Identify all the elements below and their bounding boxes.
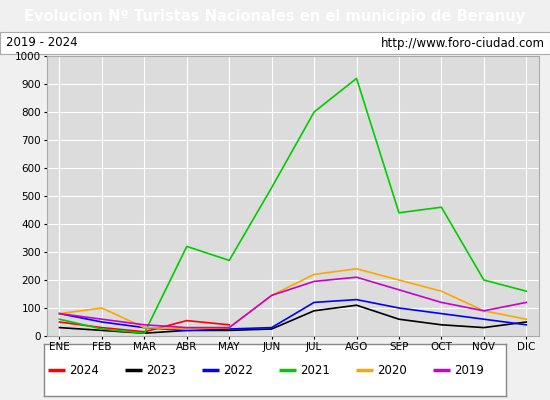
Text: Evolucion Nº Turistas Nacionales en el municipio de Beranuy: Evolucion Nº Turistas Nacionales en el m…	[24, 8, 526, 24]
Text: 2022: 2022	[223, 364, 254, 376]
Text: 2023: 2023	[146, 364, 176, 376]
Text: 2019: 2019	[454, 364, 485, 376]
Text: 2021: 2021	[300, 364, 331, 376]
Text: 2020: 2020	[377, 364, 407, 376]
Text: 2019 - 2024: 2019 - 2024	[6, 36, 77, 50]
Text: http://www.foro-ciudad.com: http://www.foro-ciudad.com	[381, 36, 544, 50]
Text: 2024: 2024	[69, 364, 100, 376]
